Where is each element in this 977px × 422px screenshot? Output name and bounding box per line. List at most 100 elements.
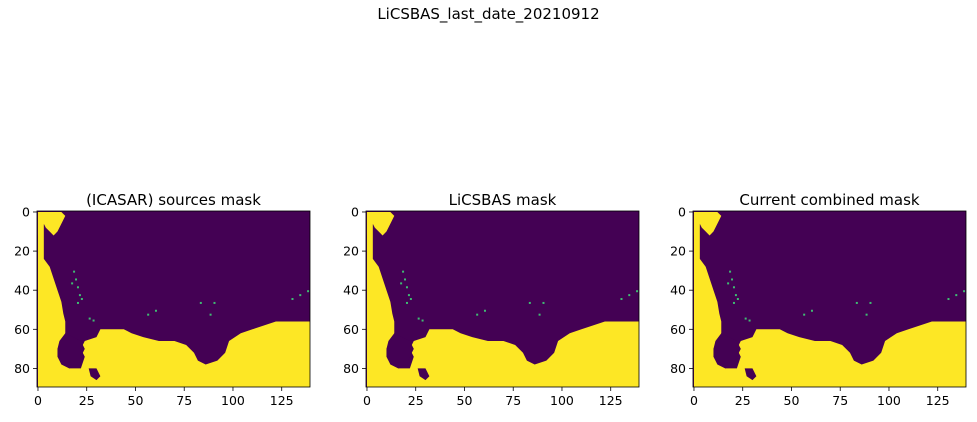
axes-frame [36,210,311,388]
x-tick-label: 25 [735,393,751,408]
subplot-1: (ICASAR) sources mask 0 25 50 75 100 125 0 20 40 6… [14,191,311,408]
mask-speck [732,286,735,289]
x-tick-label: 125 [599,393,623,408]
mask-speck [538,313,541,316]
mask-speck [80,298,83,301]
x-tick-label: 75 [832,393,848,408]
masked-inlet [386,333,414,369]
mask-speck [955,294,958,297]
y-tick-label: 80 [343,361,359,376]
x-tick-label: 25 [408,393,424,408]
mask-speck [71,282,74,285]
mask-speck [732,301,735,304]
x-tick-label: 50 [784,393,800,408]
subplot-3: Current combined mask 0 25 50 75 100 125 0 20 40 6… [670,191,967,408]
unmasked-region [693,211,966,387]
mask-speck [947,298,950,301]
mask-speck [92,319,95,322]
mask-speck [476,313,479,316]
mask-speck [865,313,868,316]
mask-speck [407,294,410,297]
x-tick-label: 100 [877,393,901,408]
mask-speck [73,270,76,273]
mask-speck [400,282,403,285]
x-tick-label: 75 [176,393,192,408]
unmasked-region [37,211,310,387]
mask-speck [409,298,412,301]
axes-title: LiCSBAS mask [449,191,557,209]
mask-speck [405,301,408,304]
unmasked-region-top [693,211,722,236]
mask-speck [291,298,294,301]
mask-speck [299,294,302,297]
mask-speck [729,270,732,273]
mask-image [693,211,966,387]
mask-speck [421,319,424,322]
mask-speck [88,317,91,320]
mask-speck [744,317,747,320]
axes-title: (ICASAR) sources mask [86,191,261,209]
mask-speck [213,301,216,304]
mask-speck [402,270,405,273]
mask-speck [404,278,407,281]
y-tick-label: 60 [14,322,30,337]
x-tick-label: 50 [457,393,473,408]
mask-speck [620,298,623,301]
y-tick-label: 80 [670,361,686,376]
axes-frame [365,210,640,388]
mask-speck [628,294,631,297]
mask-image [37,211,310,387]
x-tick-label: 0 [363,393,371,408]
masked-inlet [713,333,741,369]
mask-speck [405,286,408,289]
mask-speck [209,313,212,316]
mask-speck [76,301,79,304]
mask-speck [528,301,531,304]
y-tick-label: 40 [343,283,359,298]
figure-title: LiCSBAS_last_date_20210912 [377,5,600,23]
x-tick-label: 125 [926,393,950,408]
mask-speck [483,309,486,312]
y-tick-label: 20 [14,244,30,259]
unmasked-region [366,211,639,387]
mask-speck [803,313,806,316]
mask-speck [855,301,858,304]
y-tick-label: 20 [343,244,359,259]
mask-speck [736,298,739,301]
y-tick-label: 60 [343,322,359,337]
mask-speck [748,319,751,322]
y-tick-label: 40 [670,283,686,298]
masked-inlet [88,368,101,381]
mask-speck [307,290,310,293]
axes-frame [692,210,967,388]
x-tick-label: 125 [270,393,294,408]
y-tick-label: 20 [670,244,686,259]
mask-speck [963,290,966,293]
y-tick-label: 40 [14,283,30,298]
mask-speck [542,301,545,304]
mask-speck [147,313,150,316]
y-tick-label: 0 [22,204,30,219]
mask-speck [734,294,737,297]
x-tick-label: 0 [690,393,698,408]
unmasked-region-top [366,211,395,236]
mask-speck [154,309,157,312]
axes-title: Current combined mask [739,191,919,209]
y-tick-label: 0 [678,204,686,219]
x-tick-label: 25 [79,393,95,408]
y-tick-label: 0 [351,204,359,219]
x-tick-label: 75 [505,393,521,408]
y-tick-label: 60 [670,322,686,337]
mask-speck [199,301,202,304]
masked-inlet [57,333,85,369]
x-tick-label: 50 [128,393,144,408]
x-tick-label: 0 [34,393,42,408]
mask-speck [417,317,420,320]
mask-speck [636,290,639,293]
mask-speck [75,278,78,281]
mask-speck [76,286,79,289]
y-tick-label: 80 [14,361,30,376]
mask-speck [810,309,813,312]
mask-speck [869,301,872,304]
